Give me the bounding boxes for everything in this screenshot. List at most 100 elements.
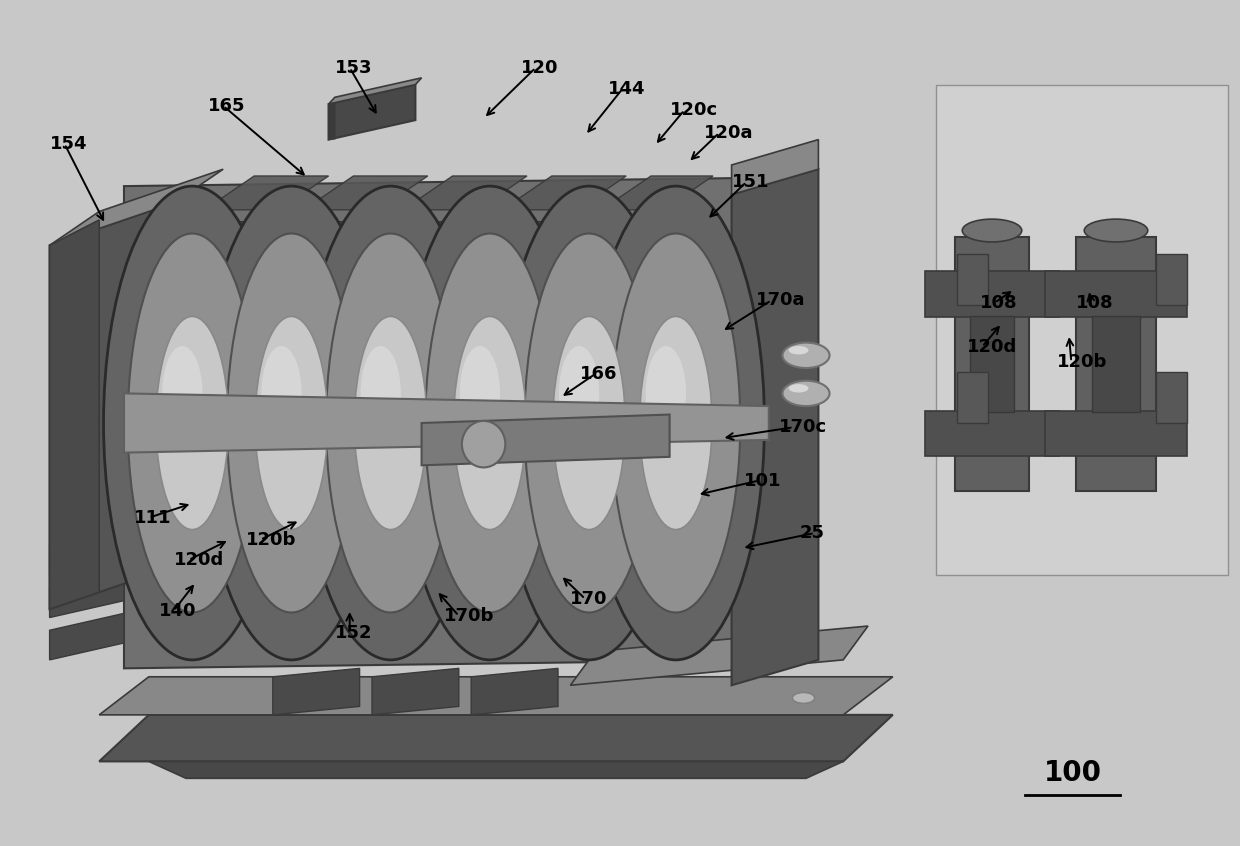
Ellipse shape	[1084, 219, 1148, 242]
Polygon shape	[422, 415, 670, 465]
FancyBboxPatch shape	[1092, 316, 1140, 412]
Polygon shape	[329, 103, 335, 140]
Text: 101: 101	[744, 471, 781, 490]
Text: 108: 108	[1076, 294, 1114, 312]
Polygon shape	[50, 203, 174, 609]
Ellipse shape	[782, 343, 830, 368]
Ellipse shape	[640, 316, 712, 530]
Text: 151: 151	[732, 173, 769, 191]
Ellipse shape	[402, 186, 578, 660]
FancyBboxPatch shape	[955, 237, 1029, 491]
Ellipse shape	[782, 381, 830, 406]
Polygon shape	[521, 222, 620, 624]
Ellipse shape	[202, 186, 379, 660]
FancyBboxPatch shape	[1044, 271, 1188, 317]
Ellipse shape	[128, 233, 257, 613]
Polygon shape	[124, 178, 769, 668]
Ellipse shape	[792, 692, 815, 704]
Polygon shape	[149, 761, 843, 778]
Text: 100: 100	[1044, 759, 1101, 787]
Polygon shape	[372, 668, 459, 715]
Text: 144: 144	[608, 80, 645, 98]
Text: 152: 152	[335, 624, 372, 642]
Text: 170c: 170c	[779, 418, 827, 437]
Polygon shape	[620, 222, 707, 624]
Polygon shape	[322, 222, 422, 624]
Polygon shape	[403, 176, 527, 210]
Ellipse shape	[326, 233, 455, 613]
Polygon shape	[732, 140, 818, 195]
FancyBboxPatch shape	[1156, 372, 1187, 423]
Polygon shape	[422, 222, 521, 624]
Text: 120a: 120a	[704, 124, 754, 142]
Polygon shape	[50, 220, 99, 609]
Polygon shape	[601, 176, 713, 210]
Text: 120d: 120d	[174, 551, 224, 569]
Ellipse shape	[611, 233, 740, 613]
Polygon shape	[329, 78, 422, 104]
FancyBboxPatch shape	[936, 85, 1228, 575]
Ellipse shape	[588, 186, 764, 660]
Text: 140: 140	[159, 602, 196, 620]
Ellipse shape	[525, 233, 653, 613]
Text: 120b: 120b	[246, 530, 296, 549]
FancyBboxPatch shape	[925, 411, 1059, 457]
Polygon shape	[205, 176, 329, 210]
Text: 120: 120	[521, 58, 558, 77]
Ellipse shape	[255, 316, 327, 530]
Ellipse shape	[789, 384, 808, 393]
FancyBboxPatch shape	[957, 254, 988, 305]
Polygon shape	[124, 393, 769, 453]
Text: 170: 170	[570, 590, 608, 608]
Text: 170a: 170a	[756, 291, 806, 310]
Ellipse shape	[361, 346, 401, 441]
Polygon shape	[732, 169, 818, 685]
FancyBboxPatch shape	[1044, 411, 1188, 457]
Text: 154: 154	[50, 135, 87, 153]
Polygon shape	[50, 529, 124, 575]
Ellipse shape	[156, 316, 228, 530]
Text: 166: 166	[580, 365, 618, 383]
Polygon shape	[99, 677, 893, 715]
FancyBboxPatch shape	[925, 271, 1059, 317]
Polygon shape	[50, 613, 124, 660]
Polygon shape	[304, 176, 428, 210]
Ellipse shape	[962, 219, 1022, 242]
Ellipse shape	[500, 186, 677, 660]
Ellipse shape	[454, 316, 526, 530]
FancyBboxPatch shape	[970, 316, 1014, 412]
Ellipse shape	[425, 233, 554, 613]
Polygon shape	[570, 626, 868, 685]
Ellipse shape	[460, 346, 500, 441]
Ellipse shape	[789, 346, 808, 354]
Polygon shape	[50, 169, 223, 245]
Text: 120b: 120b	[1056, 353, 1107, 371]
Text: 120c: 120c	[670, 101, 718, 119]
Ellipse shape	[303, 186, 480, 660]
Polygon shape	[99, 715, 893, 761]
Ellipse shape	[646, 346, 686, 441]
Ellipse shape	[103, 186, 280, 660]
Polygon shape	[329, 85, 415, 140]
FancyBboxPatch shape	[957, 372, 988, 423]
Text: 165: 165	[208, 96, 246, 115]
Ellipse shape	[553, 316, 625, 530]
Text: 111: 111	[134, 508, 171, 527]
Polygon shape	[502, 176, 626, 210]
Ellipse shape	[227, 233, 356, 613]
FancyBboxPatch shape	[1076, 237, 1156, 491]
Ellipse shape	[162, 346, 202, 441]
Polygon shape	[50, 571, 124, 618]
Text: 108: 108	[980, 294, 1017, 312]
Ellipse shape	[559, 346, 599, 441]
Polygon shape	[471, 668, 558, 715]
Ellipse shape	[262, 346, 301, 441]
Polygon shape	[223, 222, 322, 624]
Text: 170b: 170b	[444, 607, 495, 625]
Text: 25: 25	[800, 524, 825, 542]
Ellipse shape	[355, 316, 427, 530]
Text: 120d: 120d	[967, 338, 1018, 356]
Ellipse shape	[463, 421, 506, 467]
FancyBboxPatch shape	[1156, 254, 1187, 305]
Text: 153: 153	[335, 58, 372, 77]
